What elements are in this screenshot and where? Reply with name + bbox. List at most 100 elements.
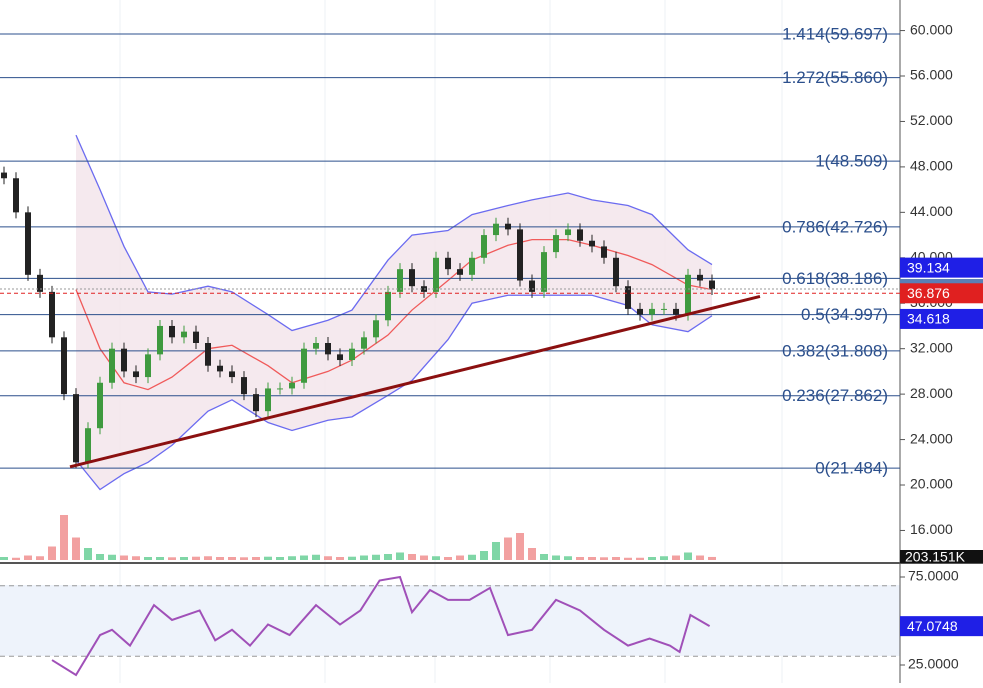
volume-bar	[168, 557, 176, 560]
candle	[265, 388, 271, 412]
volume-bar	[264, 556, 272, 560]
volume-bar	[480, 551, 488, 560]
candle	[469, 257, 475, 275]
rsi-tag	[900, 616, 983, 637]
candle	[157, 325, 163, 355]
volume-bar	[240, 557, 248, 560]
volume-bar	[108, 554, 116, 560]
candle	[85, 428, 91, 463]
price-tag-label: 36.876	[907, 285, 950, 301]
volume-bar	[492, 542, 500, 560]
volume-bar	[564, 556, 572, 560]
rsi-tag-label: 47.0748	[907, 618, 958, 634]
candle	[409, 269, 415, 287]
volume-bar	[504, 537, 512, 560]
fib-label: 1.272(55.860)	[782, 68, 888, 87]
candle	[481, 235, 487, 258]
candle	[49, 291, 55, 338]
candle	[37, 274, 43, 292]
volume-bar	[60, 515, 68, 560]
candle	[637, 308, 643, 315]
candle	[313, 342, 319, 349]
candle	[121, 348, 127, 372]
volume-bar	[252, 557, 260, 560]
trend-line	[69, 294, 761, 469]
volume-bar	[684, 552, 692, 560]
volume-bar	[132, 556, 140, 560]
candle	[73, 394, 79, 463]
candle	[229, 371, 235, 378]
price-tag	[900, 257, 983, 278]
candle	[193, 331, 199, 343]
volume-bar	[432, 556, 440, 560]
volume-bar	[192, 556, 200, 560]
candle	[385, 291, 391, 321]
candle	[25, 212, 31, 275]
volume-bar	[588, 557, 596, 560]
candle	[145, 354, 151, 378]
rsi-line	[51, 575, 711, 677]
candle	[529, 280, 535, 292]
volume-bar	[696, 555, 704, 560]
volume-bar	[96, 554, 104, 560]
fib-label: 1.414(59.697)	[782, 24, 888, 43]
candle	[601, 246, 607, 258]
candle	[1, 172, 7, 179]
volume-bar	[624, 557, 632, 560]
candle	[61, 337, 67, 395]
candle	[337, 354, 343, 361]
volume-bar	[24, 555, 32, 560]
y-tick-label: 56.000	[910, 67, 953, 83]
volume-bar	[348, 556, 356, 560]
fib-label: 0.5(34.997)	[801, 305, 888, 324]
y-tick-label: 44.000	[910, 203, 953, 219]
candle	[685, 274, 691, 315]
price-tag-label: 34.618	[907, 311, 950, 327]
candle	[457, 269, 463, 275]
y-tick-label: 60.000	[910, 21, 953, 37]
volume-bar	[300, 555, 308, 560]
volume-bar	[420, 555, 428, 560]
candle	[241, 377, 247, 395]
volume-bar	[648, 557, 656, 560]
volume-bar	[468, 554, 476, 560]
rsi-tick-label: 25.0000	[908, 656, 959, 672]
volume-bar	[12, 557, 20, 560]
candle	[361, 337, 367, 349]
candle	[109, 348, 115, 383]
volume-bar	[552, 555, 560, 560]
fib-label: 0.786(42.726)	[782, 217, 888, 236]
candle	[661, 308, 667, 310]
candle	[505, 223, 511, 230]
volume-bar	[120, 555, 128, 560]
volume-bar	[444, 557, 452, 560]
volume-bar	[336, 557, 344, 560]
y-tick-label: 16.000	[910, 521, 953, 537]
candle	[673, 308, 679, 315]
volume-bar	[708, 556, 716, 560]
volume-bar	[84, 548, 92, 560]
rsi-zone	[0, 585, 900, 656]
volume-bar	[672, 555, 680, 560]
candle	[97, 382, 103, 429]
volume-bar	[36, 556, 44, 560]
volume-bar	[456, 555, 464, 560]
candle	[445, 257, 451, 270]
candle	[697, 274, 703, 281]
candle	[625, 286, 631, 309]
candle	[13, 178, 19, 213]
candle	[133, 371, 139, 378]
y-tick-label: 20.000	[910, 476, 953, 492]
fib-label: 0.618(38.186)	[782, 269, 888, 288]
rsi-tick-label: 75.0000	[908, 568, 959, 584]
candle	[301, 348, 307, 383]
candle	[253, 394, 259, 412]
candle	[349, 348, 355, 361]
volume-bar	[360, 555, 368, 560]
candle	[493, 223, 499, 236]
fib-label: 0(21.484)	[815, 459, 888, 478]
candle	[397, 269, 403, 292]
volume-bar	[144, 557, 152, 560]
candle	[433, 257, 439, 292]
